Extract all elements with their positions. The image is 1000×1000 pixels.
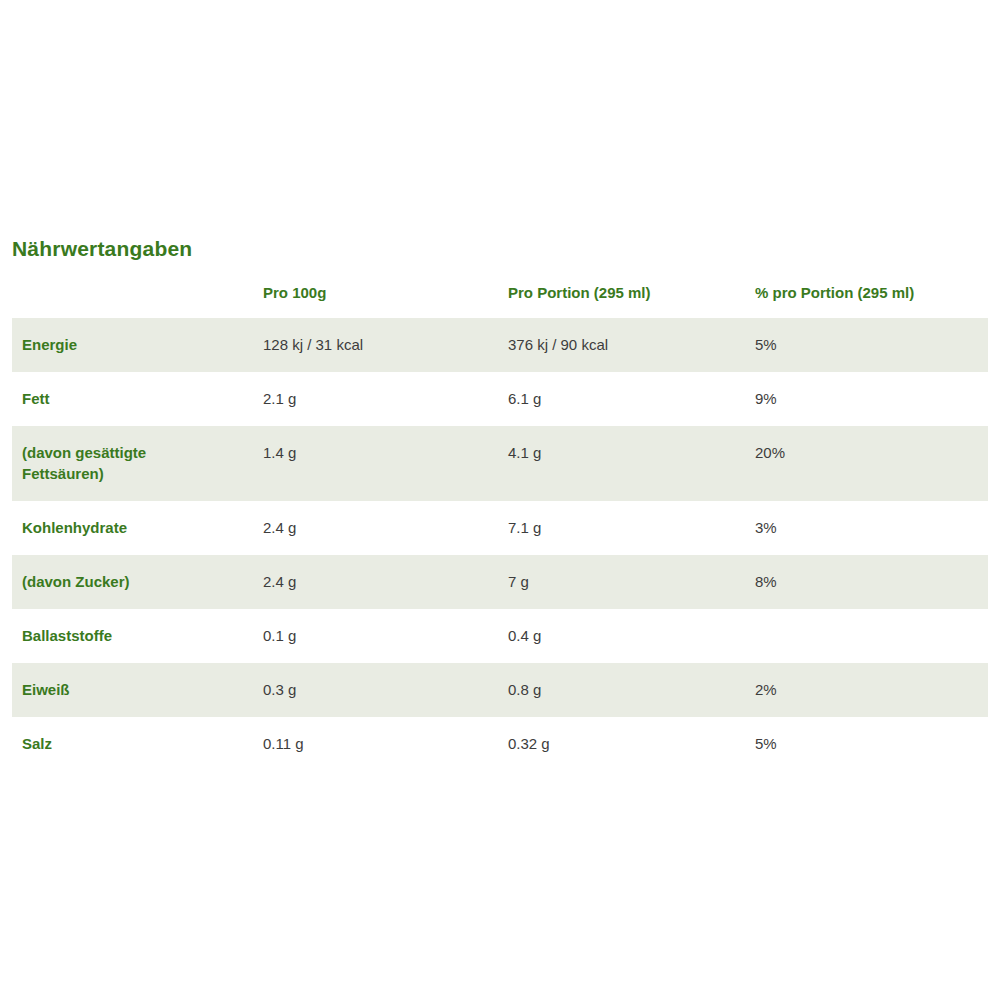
row-label: Ballaststoffe	[12, 609, 263, 663]
table-row-eiweiss: Eiweiß 0.3 g 0.8 g 2%	[12, 663, 988, 717]
value-per100g: 2.4 g	[263, 555, 508, 609]
column-header-label	[12, 276, 263, 318]
value-percent: 9%	[755, 372, 988, 426]
nutrition-table: Pro 100g Pro Portion (295 ml) % pro Port…	[12, 276, 988, 771]
value-percent	[755, 609, 988, 663]
table-row-ballaststoffe: Ballaststoffe 0.1 g 0.4 g	[12, 609, 988, 663]
table-row-salz: Salz 0.11 g 0.32 g 5%	[12, 717, 988, 771]
value-per100g: 2.1 g	[263, 372, 508, 426]
value-per-portion: 4.1 g	[508, 426, 755, 501]
row-label: Eiweiß	[12, 663, 263, 717]
value-per100g: 2.4 g	[263, 501, 508, 555]
nutrition-section: Nährwertangaben Pro 100g Pro Portion (29…	[0, 0, 1000, 771]
column-header-per-portion: Pro Portion (295 ml)	[508, 276, 755, 318]
value-percent: 5%	[755, 717, 988, 771]
value-per100g: 0.1 g	[263, 609, 508, 663]
value-per100g: 0.11 g	[263, 717, 508, 771]
value-per-portion: 0.32 g	[508, 717, 755, 771]
section-title: Nährwertangaben	[12, 236, 988, 262]
row-label: Kohlenhydrate	[12, 501, 263, 555]
table-row-fett: Fett 2.1 g 6.1 g 9%	[12, 372, 988, 426]
row-label: Salz	[12, 717, 263, 771]
table-row-kohlenhydrate: Kohlenhydrate 2.4 g 7.1 g 3%	[12, 501, 988, 555]
value-percent: 5%	[755, 318, 988, 372]
value-per-portion: 0.8 g	[508, 663, 755, 717]
row-label: Energie	[12, 318, 263, 372]
row-label: Fett	[12, 372, 263, 426]
value-percent: 3%	[755, 501, 988, 555]
value-per100g: 128 kj / 31 kcal	[263, 318, 508, 372]
value-percent: 2%	[755, 663, 988, 717]
row-label: (davon gesättigte Fettsäuren)	[12, 426, 263, 501]
value-per-portion: 376 kj / 90 kcal	[508, 318, 755, 372]
value-per-portion: 6.1 g	[508, 372, 755, 426]
value-per-portion: 0.4 g	[508, 609, 755, 663]
column-header-percent-per-portion: % pro Portion (295 ml)	[755, 276, 988, 318]
value-percent: 20%	[755, 426, 988, 501]
value-per-portion: 7.1 g	[508, 501, 755, 555]
value-percent: 8%	[755, 555, 988, 609]
value-per100g: 0.3 g	[263, 663, 508, 717]
column-header-per100g: Pro 100g	[263, 276, 508, 318]
table-header-row: Pro 100g Pro Portion (295 ml) % pro Port…	[12, 276, 988, 318]
table-row-energie: Energie 128 kj / 31 kcal 376 kj / 90 kca…	[12, 318, 988, 372]
value-per100g: 1.4 g	[263, 426, 508, 501]
row-label: (davon Zucker)	[12, 555, 263, 609]
table-row-gesaettigte-fettsaeuren: (davon gesättigte Fettsäuren) 1.4 g 4.1 …	[12, 426, 988, 501]
table-row-zucker: (davon Zucker) 2.4 g 7 g 8%	[12, 555, 988, 609]
value-per-portion: 7 g	[508, 555, 755, 609]
